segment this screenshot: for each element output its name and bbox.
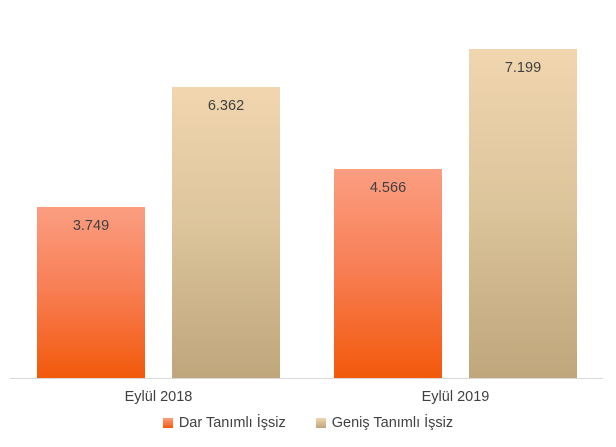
x-axis-line (10, 378, 603, 379)
plot-area: 3.749 6.362 4.566 7.199 (10, 49, 603, 379)
legend-label: Geniş Tanımlı İşsiz (331, 415, 454, 431)
data-label: 3.749 (72, 218, 110, 234)
legend-swatch-dar-tanimli-icon (162, 418, 173, 428)
bar-genis-tanimli-eylul-2018: 6.362 (172, 87, 280, 378)
data-label: 4.566 (369, 180, 407, 196)
bar-dar-tanimli-eylul-2019: 4.566 (334, 169, 442, 378)
legend: Dar Tanımlı İşsiz Geniş Tanımlı İşsiz (0, 415, 616, 431)
category-label-eylul-2018: Eylül 2018 (124, 389, 193, 405)
legend-item-genis-tanimli: Geniş Tanımlı İşsiz (315, 415, 454, 431)
legend-item-dar-tanimli: Dar Tanımlı İşsiz (162, 415, 286, 431)
bar-dar-tanimli-eylul-2018: 3.749 (37, 207, 145, 378)
category-label-eylul-2019: Eylül 2019 (421, 389, 490, 405)
data-label: 6.362 (207, 98, 245, 114)
bar-genis-tanimli-eylul-2019: 7.199 (469, 49, 577, 378)
data-label: 7.199 (504, 60, 542, 76)
legend-label: Dar Tanımlı İşsiz (178, 415, 286, 431)
legend-swatch-genis-tanimli-icon (315, 418, 326, 428)
